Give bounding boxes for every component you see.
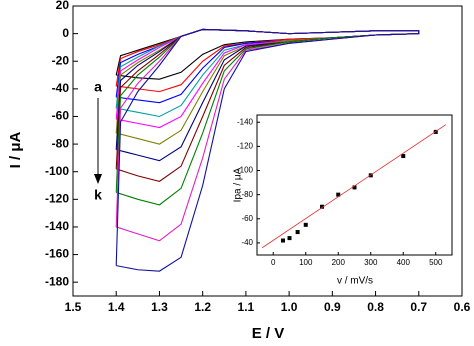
y-tick-label: -120	[45, 192, 69, 206]
x-tick-label: 0.6	[454, 300, 471, 314]
x-tick-label: 1.3	[151, 300, 168, 314]
y-tick-label: -140	[237, 117, 254, 126]
y-tick-label: -40	[241, 238, 253, 247]
y-tick-label: 0	[62, 26, 69, 40]
x-tick-label: 0.9	[324, 300, 341, 314]
point	[352, 185, 357, 190]
plot-frame	[72, 5, 463, 297]
y-tick-label: -20	[52, 53, 70, 67]
x-axis-label: E / V	[252, 325, 285, 342]
point	[336, 192, 341, 197]
point	[287, 236, 292, 241]
main-plot: 1.5 1.4 1.3 1.2 1.1 1.0 0.9 0.8 0.7 0.6200-20-40-…	[45, 0, 471, 314]
y-tick-label: -80	[52, 136, 70, 150]
x-tick-label: 1.0	[281, 300, 298, 314]
x-tick-label: 500	[429, 258, 443, 267]
y-tick-label: -100	[237, 166, 254, 175]
inset-y-label: Ipa / μA	[233, 167, 244, 202]
series-line	[261, 124, 447, 249]
point	[303, 222, 308, 227]
x-tick-label: 1.5	[65, 300, 82, 314]
y-tick-label: -60	[241, 214, 253, 223]
y-tick-label: -180	[45, 274, 69, 288]
x-tick-label: 1.2	[194, 300, 211, 314]
x-tick-label: 100	[299, 258, 313, 267]
x-tick-label: 0.7	[410, 300, 427, 314]
y-tick-label: -80	[241, 190, 253, 199]
y-tick-label: -120	[237, 141, 254, 150]
point	[281, 238, 285, 243]
y-axis-label: I / μA	[7, 131, 24, 168]
x-tick-label: 200	[332, 258, 346, 267]
series-line	[115, 28, 420, 272]
inset-plot: v / mV/s Ipa / μA 0 100 200 300 400 500 -140 -1…	[233, 114, 453, 287]
y-tick-label: -40	[52, 81, 70, 95]
point	[320, 204, 324, 209]
inset-x-label: v / mV/s	[337, 276, 373, 287]
y-tick-label: -160	[45, 247, 69, 261]
arrow-head	[94, 174, 102, 184]
annotation: a	[94, 79, 102, 95]
point	[295, 230, 300, 235]
x-tick-label: 1.4	[108, 300, 125, 314]
series-line	[115, 28, 420, 93]
x-tick-label: 300	[364, 258, 378, 267]
y-tick-label: -140	[45, 219, 69, 233]
inset-frame	[256, 114, 453, 256]
x-tick-label: 400	[397, 258, 411, 267]
x-tick-label: 0	[271, 258, 276, 267]
y-tick-label: -100	[45, 164, 69, 178]
y-tick-label: -60	[52, 109, 70, 123]
annotation: k	[94, 187, 102, 203]
point	[401, 154, 406, 159]
x-tick-label: 0.8	[367, 300, 384, 314]
y-tick-label: 20	[56, 0, 70, 12]
x-tick-label: 1.1	[238, 300, 255, 314]
